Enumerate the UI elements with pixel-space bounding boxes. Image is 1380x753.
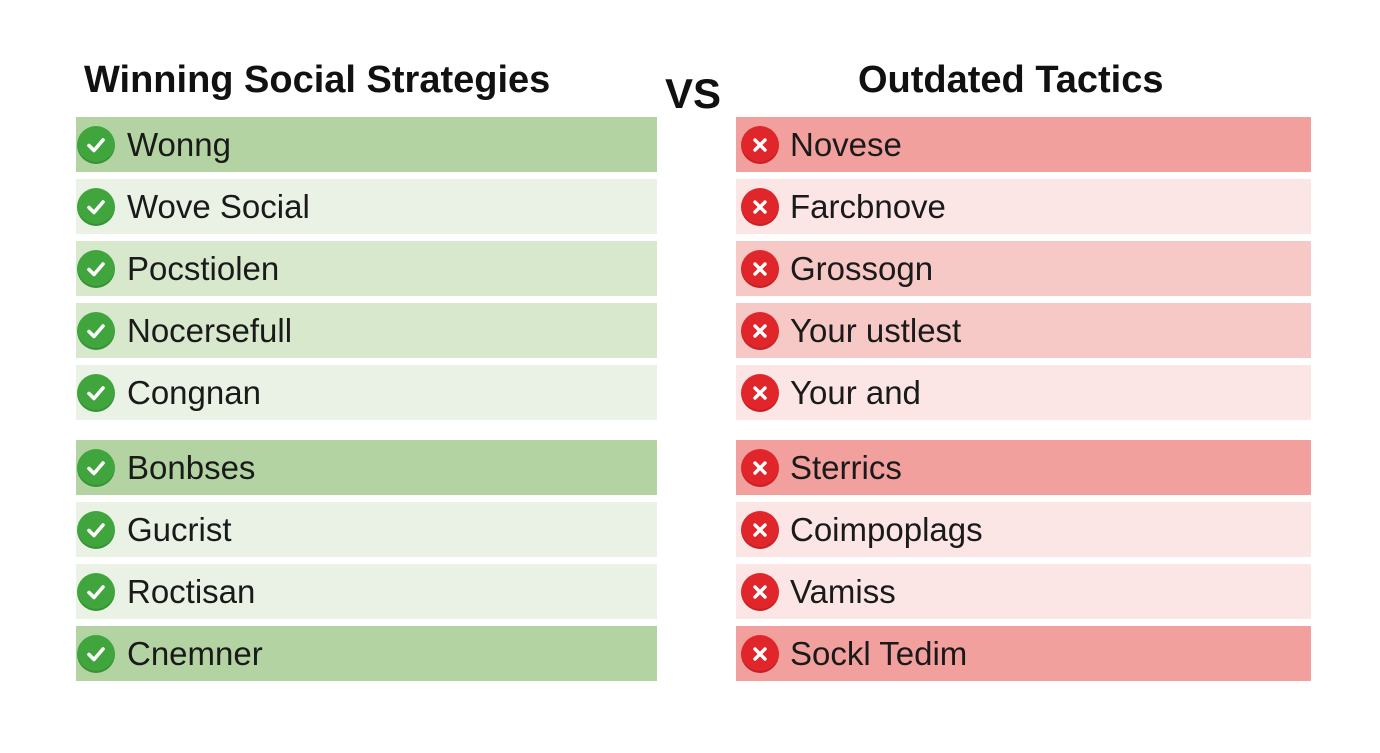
- x-circle-icon: [741, 187, 779, 226]
- x-circle-icon: [741, 311, 779, 350]
- strategy-row: Wove Social: [76, 179, 657, 234]
- x-circle-icon: [741, 448, 779, 487]
- check-circle-icon: [77, 125, 115, 164]
- strategy-row: Cnemner: [76, 626, 657, 681]
- check-circle-icon: [77, 510, 115, 549]
- tactic-row: Sockl Tedim: [736, 626, 1311, 681]
- check-circle-icon: [77, 634, 115, 673]
- check-circle-icon: [77, 187, 115, 226]
- strategy-row: Congnan: [76, 365, 657, 420]
- tactic-row: Your and: [736, 365, 1311, 420]
- winning-strategies-heading: Winning Social Strategies: [84, 59, 551, 101]
- tactic-row: Farcbnove: [736, 179, 1311, 234]
- tactic-label: Sterrics: [790, 448, 902, 486]
- strategy-label: Pocstiolen: [127, 249, 280, 287]
- tactic-row: Vamiss: [736, 564, 1311, 619]
- x-circle-icon: [741, 510, 779, 549]
- strategy-row: Nocersefull: [76, 303, 657, 358]
- outdated-tactics-heading: Outdated Tactics: [858, 59, 1164, 101]
- tactic-label: Novese: [790, 125, 902, 163]
- check-circle-icon: [77, 572, 115, 611]
- strategy-row: Roctisan: [76, 564, 657, 619]
- strategy-row: Wonng: [76, 117, 657, 172]
- strategy-label: Bonbses: [127, 448, 256, 486]
- tactic-label: Your and: [790, 373, 921, 411]
- strategy-label: Nocersefull: [127, 311, 293, 349]
- check-circle-icon: [77, 373, 115, 412]
- winning-strategies-list: Wonng Wove Social Pocstiolen Nocersefull…: [76, 117, 657, 688]
- tactic-label: Your ustlest: [790, 311, 962, 349]
- strategy-label: Gucrist: [127, 510, 232, 548]
- tactic-row: Sterrics: [736, 440, 1311, 495]
- check-circle-icon: [77, 448, 115, 487]
- tactic-row: Grossogn: [736, 241, 1311, 296]
- tactic-label: Vamiss: [790, 572, 896, 610]
- tactic-row: Your ustlest: [736, 303, 1311, 358]
- strategy-label: Wonng: [127, 125, 231, 163]
- x-circle-icon: [741, 634, 779, 673]
- x-circle-icon: [741, 572, 779, 611]
- tactic-row: Novese: [736, 117, 1311, 172]
- tactic-label: Grossogn: [790, 249, 934, 287]
- check-circle-icon: [77, 311, 115, 350]
- x-circle-icon: [741, 249, 779, 288]
- vs-label: VS: [665, 70, 722, 117]
- x-circle-icon: [741, 125, 779, 164]
- tactic-label: Coimpoplags: [790, 510, 983, 548]
- strategy-label: Cnemner: [127, 634, 263, 672]
- strategy-label: Congnan: [127, 373, 261, 411]
- tactic-row: Coimpoplags: [736, 502, 1311, 557]
- strategy-row: Pocstiolen: [76, 241, 657, 296]
- x-circle-icon: [741, 373, 779, 412]
- tactic-label: Farcbnove: [790, 187, 946, 225]
- strategy-label: Wove Social: [127, 187, 310, 225]
- strategy-label: Roctisan: [127, 572, 256, 610]
- check-circle-icon: [77, 249, 115, 288]
- tactic-label: Sockl Tedim: [790, 634, 968, 672]
- strategy-row: Gucrist: [76, 502, 657, 557]
- outdated-tactics-list: Novese Farcbnove Grossogn Your ustlest Y…: [736, 117, 1311, 688]
- strategy-row: Bonbses: [76, 440, 657, 495]
